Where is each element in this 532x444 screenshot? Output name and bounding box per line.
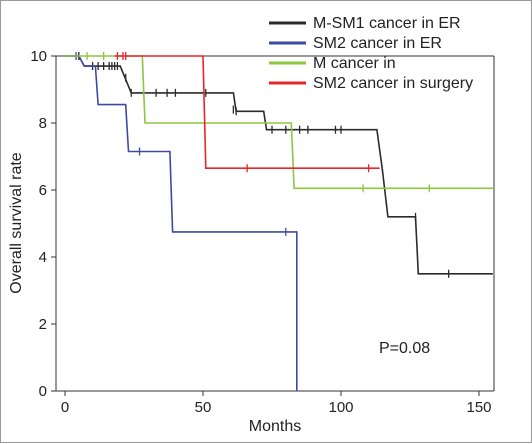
legend: M-SM1 cancer in ER SM2 cancer in ER M canc… — [269, 15, 473, 92]
legend-label: SM2 cancer in surgery — [313, 75, 473, 92]
survival-curve — [65, 55, 298, 391]
survival-curve — [114, 55, 380, 169]
x-tick-label: 50 — [195, 399, 212, 416]
y-tick-label: 4 — [39, 249, 47, 266]
series-4 — [114, 52, 380, 173]
y-tick-label: 0 — [39, 383, 47, 400]
series-2 — [65, 52, 298, 391]
legend-label: M cancer in — [313, 55, 396, 72]
tick-group: 0 50 100 150 0 2 4 6 8 10 — [30, 48, 491, 416]
x-tick-label: 0 — [61, 399, 69, 416]
y-axis-title: Overall survival rate — [8, 152, 25, 293]
survival-curve — [65, 55, 493, 275]
x-tick-label: 100 — [328, 399, 353, 416]
legend-label: M-SM1 cancer in ER — [313, 15, 461, 32]
series-1 — [65, 52, 493, 278]
series-3 — [65, 52, 493, 193]
legend-label: SM2 cancer in ER — [313, 35, 442, 52]
y-tick-label: 10 — [30, 48, 47, 65]
x-axis-title: Months — [249, 418, 301, 435]
y-tick-label: 2 — [39, 316, 47, 333]
p-value-annotation: P=0.08 — [379, 340, 430, 357]
y-tick-label: 8 — [39, 115, 47, 132]
y-tick-label: 6 — [39, 182, 47, 199]
x-tick-label: 150 — [466, 399, 491, 416]
series-layer — [65, 52, 493, 391]
